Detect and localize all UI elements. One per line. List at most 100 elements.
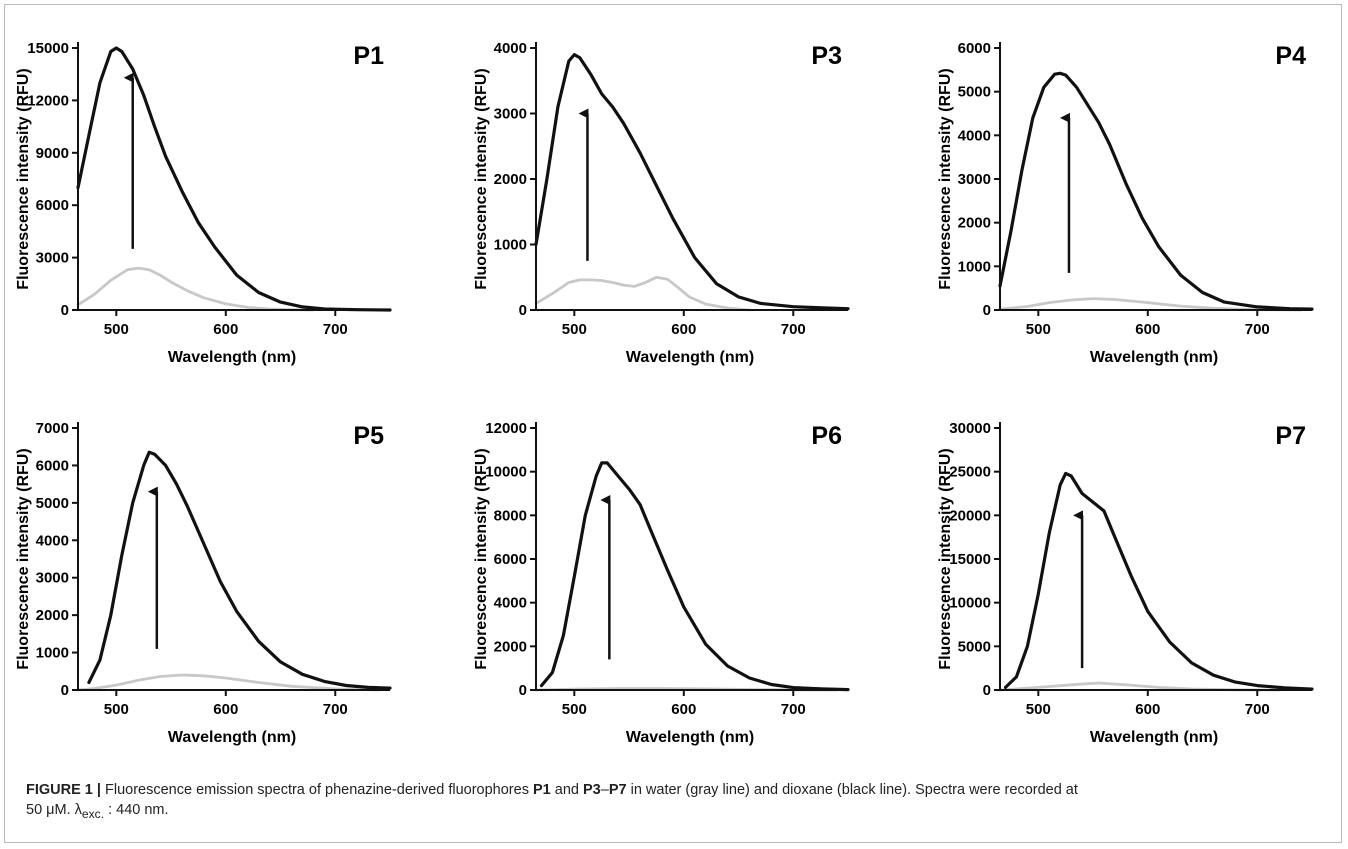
y-tick-label: 6000: [36, 197, 69, 214]
caption-text: : 440 nm.: [104, 802, 169, 818]
x-tick-label: 700: [781, 321, 806, 338]
panel-title: P5: [353, 422, 384, 450]
dioxane-series-line: [998, 71, 1314, 311]
y-tick-label: 4000: [958, 127, 991, 144]
y-tick-label: 5000: [36, 495, 69, 512]
y-tick-label: 2000: [36, 607, 69, 624]
caption-bold: P1: [532, 782, 551, 798]
y-tick-label: 3000: [36, 570, 69, 587]
y-axis-label: Fluorescence intensity (RFU): [473, 448, 490, 669]
dioxane-series-line: [76, 46, 392, 312]
caption-line-1: FIGURE 1 | Fluorescence emission spectra…: [26, 780, 1326, 800]
x-tick-label: 600: [671, 321, 696, 338]
y-tick-label: 4000: [36, 532, 69, 549]
y-tick-label: 3000: [958, 171, 991, 188]
panel-title: P3: [811, 42, 842, 70]
x-axis-label: Wavelength (nm): [168, 729, 296, 746]
x-tick-label: 500: [1026, 321, 1051, 338]
y-axis-label: Fluorescence intensity (RFU): [937, 68, 954, 289]
y-tick-label: 7000: [36, 420, 69, 437]
caption-line-2: 50 μM. λexc. : 440 nm.: [26, 800, 1326, 824]
y-tick-label: 20000: [949, 507, 991, 524]
x-tick-label: 500: [1026, 701, 1051, 718]
y-tick-label: 30000: [949, 420, 991, 437]
y-axis-label: Fluorescence intensity (RFU): [473, 68, 490, 289]
y-tick-label: 10000: [949, 595, 991, 612]
x-tick-label: 700: [781, 701, 806, 718]
x-tick-label: 700: [1245, 701, 1270, 718]
y-tick-label: 2000: [494, 638, 527, 655]
x-axis-label: Wavelength (nm): [626, 349, 754, 366]
x-tick-label: 600: [1135, 701, 1160, 718]
y-tick-label: 1000: [36, 645, 69, 662]
dioxane-series-line: [1003, 471, 1314, 691]
figure-frame: [4, 4, 1342, 843]
caption-text: Fluorescence emission spectra of phenazi…: [100, 782, 533, 798]
y-tick-label: 6000: [494, 551, 527, 568]
x-tick-label: 700: [323, 701, 348, 718]
x-axis-label: Wavelength (nm): [168, 349, 296, 366]
water-series-line: [998, 681, 1281, 692]
x-tick-label: 700: [1245, 321, 1270, 338]
y-tick-label: 0: [519, 682, 527, 699]
chart-panel-p1: 0 3000 6000 9000 12000 15000 500 600 700 Waveleng…: [15, 40, 392, 366]
y-tick-label: 15000: [27, 40, 69, 57]
y-axis-label: Fluorescence intensity (RFU): [937, 448, 954, 669]
chart-panel-p6: 0 2000 4000 6000 8000 10000 12000 500 600 700 Wave…: [473, 420, 850, 746]
panel-title: P6: [811, 422, 842, 450]
water-series-line: [76, 673, 381, 692]
y-tick-label: 8000: [494, 507, 527, 524]
y-tick-label: 6000: [36, 457, 69, 474]
caption-text: –: [600, 782, 609, 798]
y-axis-label: Fluorescence intensity (RFU): [15, 448, 32, 669]
dioxane-series-line: [534, 53, 850, 311]
x-axis-label: Wavelength (nm): [1090, 349, 1218, 366]
caption-label: FIGURE 1 |: [26, 782, 101, 798]
x-tick-label: 700: [323, 321, 348, 338]
water-series-line: [534, 275, 751, 312]
x-tick-label: 600: [1135, 321, 1160, 338]
y-tick-label: 12000: [27, 92, 69, 109]
y-tick-label: 6000: [958, 40, 991, 57]
y-tick-label: 15000: [949, 551, 991, 568]
chart-panel-p4: 0 1000 2000 3000 4000 5000 6000 500 600 700 Wavele…: [937, 40, 1314, 366]
y-tick-label: 2000: [494, 171, 527, 188]
caption-bold: P7: [608, 782, 627, 798]
y-tick-label: 0: [983, 682, 991, 699]
x-axis-label: Wavelength (nm): [626, 729, 754, 746]
chart-panel-p5: 0 1000 2000 3000 4000 5000 6000 7000 500 600 700 Wa…: [15, 420, 392, 746]
water-series-line: [76, 266, 315, 312]
x-tick-label: 600: [213, 701, 238, 718]
caption-text: and: [550, 782, 583, 798]
caption-bold: P3: [582, 782, 601, 798]
y-tick-label: 5000: [958, 638, 991, 655]
y-tick-label: 0: [519, 302, 527, 319]
chart-panel-p3: 0 1000 2000 3000 4000 500 600 700 Wavelength (nm…: [473, 40, 850, 366]
panel-title: P7: [1275, 422, 1306, 450]
y-tick-label: 10000: [485, 464, 527, 481]
chart-panel-p7: 0 5000 10000 15000 20000 25000 30000 500 600 700 W…: [937, 420, 1314, 746]
x-axis-label: Wavelength (nm): [1090, 729, 1218, 746]
y-tick-label: 3000: [494, 106, 527, 123]
y-axis-label: Fluorescence intensity (RFU): [15, 68, 32, 289]
x-tick-label: 500: [562, 701, 587, 718]
y-tick-label: 0: [983, 302, 991, 319]
y-tick-label: 1000: [958, 258, 991, 275]
caption-text: in water (gray line) and dioxane (black …: [626, 782, 1078, 798]
x-tick-label: 500: [562, 321, 587, 338]
figure-caption: FIGURE 1 | Fluorescence emission spectra…: [26, 780, 1326, 824]
y-tick-label: 4000: [494, 40, 527, 57]
y-tick-label: 4000: [494, 595, 527, 612]
y-tick-label: 5000: [958, 84, 991, 101]
dioxane-series-line: [87, 450, 392, 690]
y-tick-label: 9000: [36, 145, 69, 162]
y-tick-label: 0: [61, 682, 69, 699]
caption-subscript: exc.: [81, 806, 105, 821]
x-tick-label: 600: [213, 321, 238, 338]
water-series-line: [998, 297, 1303, 312]
x-tick-label: 500: [104, 701, 129, 718]
x-tick-label: 500: [104, 321, 129, 338]
y-tick-label: 3000: [36, 250, 69, 267]
x-tick-label: 600: [671, 701, 696, 718]
panel-title: P1: [353, 42, 384, 70]
